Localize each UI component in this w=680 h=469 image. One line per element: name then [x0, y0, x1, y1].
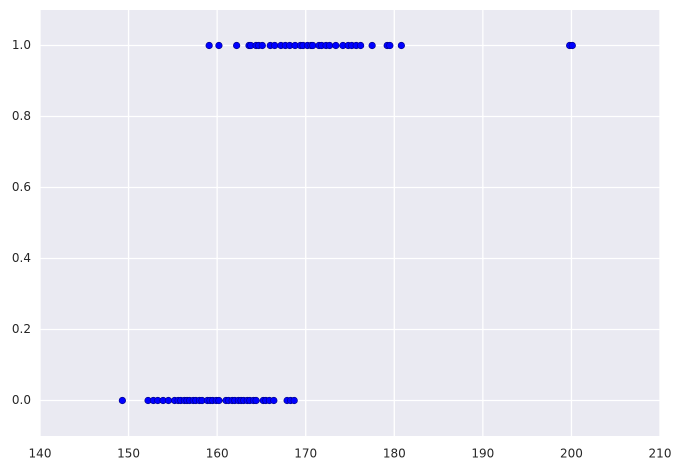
- point: [205, 41, 213, 50]
- point: [270, 396, 278, 405]
- point: [332, 41, 340, 50]
- point: [233, 41, 241, 50]
- x-tick-label: 170: [294, 447, 317, 461]
- x-tick-label: 200: [560, 447, 583, 461]
- point: [258, 41, 266, 50]
- x-tick-label: 150: [117, 447, 140, 461]
- point: [368, 41, 376, 50]
- y-tick-label: 0.8: [12, 109, 31, 123]
- point: [290, 396, 298, 405]
- y-tick-label: 1.0: [12, 38, 31, 52]
- point: [271, 41, 279, 50]
- x-tick-label: 180: [383, 447, 406, 461]
- x-tick-label: 140: [29, 447, 52, 461]
- point: [215, 41, 223, 50]
- y-tick-label: 0.6: [12, 180, 31, 194]
- point: [309, 41, 317, 50]
- point: [164, 396, 173, 405]
- point: [386, 41, 394, 50]
- point: [326, 41, 334, 50]
- point: [357, 41, 365, 50]
- point: [215, 396, 223, 405]
- point: [252, 396, 260, 405]
- y-tick-label: 0.2: [12, 322, 31, 336]
- y-tick-label: 0.4: [12, 251, 31, 265]
- x-tick-label: 190: [471, 447, 494, 461]
- x-tick-label: 210: [649, 447, 672, 461]
- point: [397, 41, 405, 50]
- x-tick-label: 160: [206, 447, 229, 461]
- y-tick-label: 0.0: [12, 393, 31, 407]
- point: [118, 396, 126, 405]
- plot-area: [40, 10, 660, 436]
- point: [568, 41, 576, 50]
